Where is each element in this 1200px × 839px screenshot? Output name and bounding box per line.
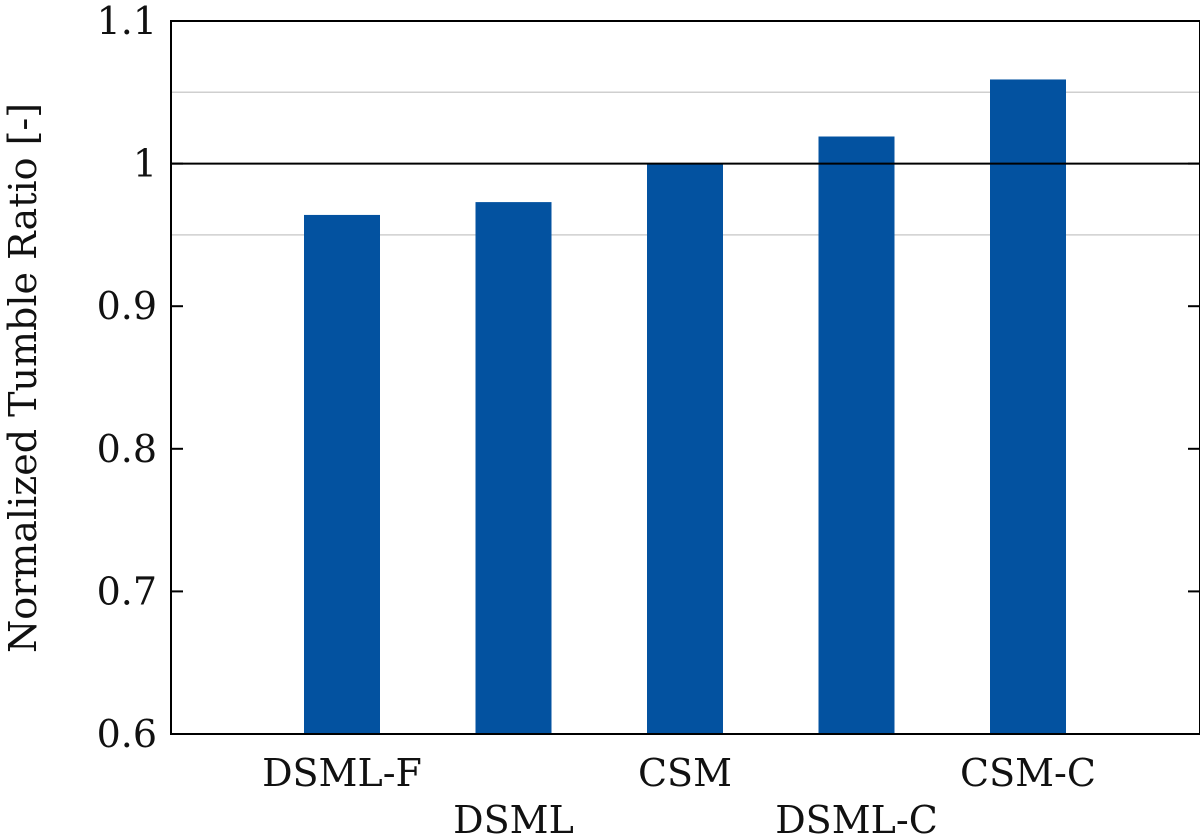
- x-tick-label-csm-c: CSM-C: [960, 751, 1096, 795]
- bar-dsml-f: [304, 214, 380, 734]
- y-tick-label-2: 0.8: [97, 427, 157, 471]
- y-tick-label-4: 1: [133, 142, 157, 186]
- y-tick-label-1: 0.7: [97, 569, 157, 613]
- bar-dsml: [475, 202, 552, 735]
- x-tick-labels: DSML-F DSML CSM DSML-C CSM-C: [262, 751, 1096, 839]
- y-ticks: 0.6 0.7 0.8 0.9 1 1.1: [97, 0, 1200, 756]
- plot-frame: [170, 20, 1200, 735]
- y-axis-label: Normalized Tumble Ratio [-]: [1, 103, 45, 653]
- bars: [304, 79, 1066, 735]
- x-tick-label-dsml: DSML: [453, 798, 574, 839]
- bar-csm-c: [990, 79, 1066, 734]
- x-tick-label-csm: CSM: [638, 751, 732, 795]
- y-tick-label-0: 0.6: [97, 712, 157, 756]
- bar-dsml-c: [818, 136, 895, 735]
- bar-csm: [647, 163, 723, 735]
- x-tick-label-dsml-c: DSML-C: [775, 798, 938, 839]
- x-tick-label-dsml-f: DSML-F: [262, 751, 422, 795]
- y-tick-label-3: 0.9: [97, 284, 157, 328]
- y-tick-label-5: 1.1: [97, 0, 157, 43]
